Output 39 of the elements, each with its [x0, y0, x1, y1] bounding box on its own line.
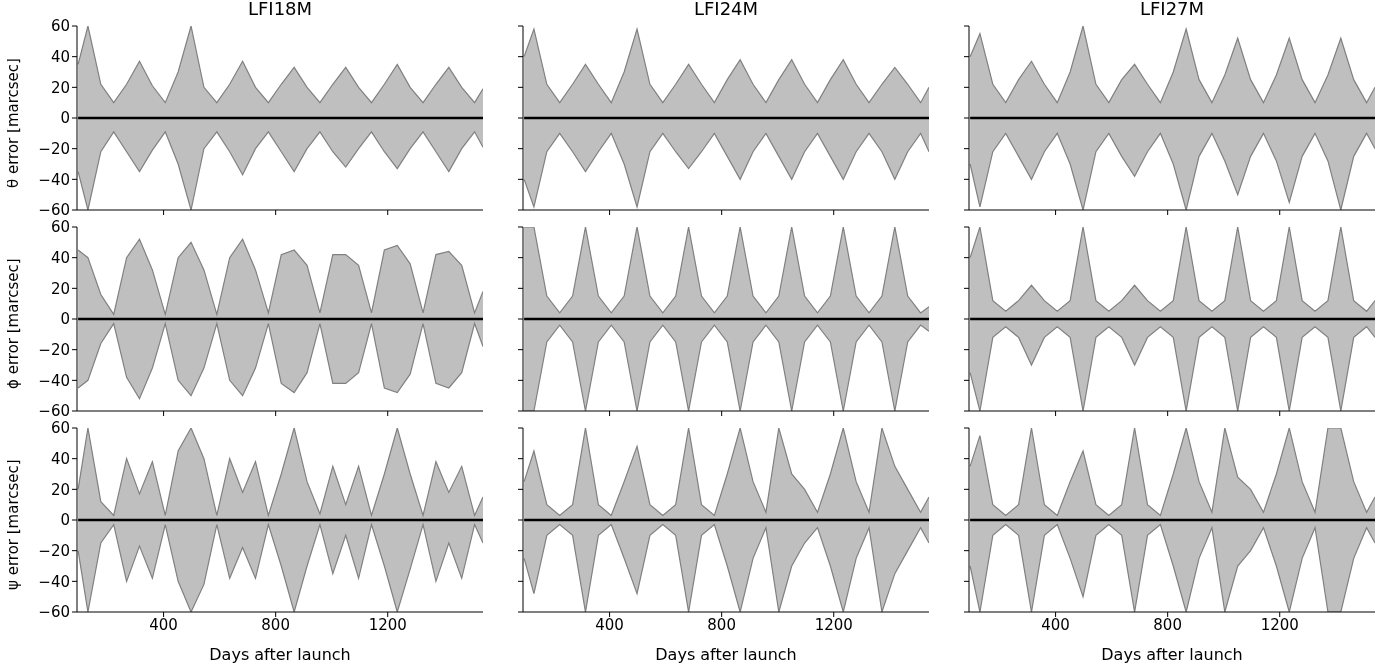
y-tick-label: −40 [38, 170, 70, 189]
y-tick-label: 40 [50, 449, 70, 468]
x-tick-label: 1200 [1260, 615, 1299, 634]
y-tick-label: 0 [60, 310, 70, 329]
y-tick-label: 40 [50, 248, 70, 267]
x-axis-title: Days after launch [209, 645, 351, 664]
y-tick-label: 60 [50, 17, 70, 36]
y-tick-label: −60 [38, 201, 70, 220]
y-axis-title: ϕ error [marcsec] [4, 258, 23, 389]
y-tick-label: −60 [38, 603, 70, 622]
x-tick-label: 400 [1041, 615, 1070, 634]
x-axis-title: Days after launch [655, 645, 797, 664]
y-tick-label: 20 [50, 78, 70, 97]
x-tick-label: 1200 [368, 615, 407, 634]
x-tick-label: 800 [707, 615, 736, 634]
y-axis-title: ψ error [marcsec] [4, 459, 23, 590]
y-tick-label: 0 [60, 511, 70, 530]
x-tick-label: 800 [261, 615, 290, 634]
y-tick-label: 20 [50, 480, 70, 499]
y-tick-label: 20 [50, 279, 70, 298]
y-tick-label: −20 [38, 541, 70, 560]
chart-title: LFI18M [246, 0, 314, 21]
y-tick-label: 0 [60, 109, 70, 128]
y-tick-label: 60 [50, 419, 70, 438]
y-tick-label: 40 [50, 47, 70, 66]
x-tick-label: 400 [149, 615, 178, 634]
y-tick-label: −40 [38, 572, 70, 591]
y-tick-label: −20 [38, 340, 70, 359]
y-tick-label: 60 [50, 218, 70, 237]
y-tick-label: −20 [38, 139, 70, 158]
x-tick-label: 1200 [814, 615, 853, 634]
y-tick-label: −40 [38, 371, 70, 390]
x-axis-title: Days after launch [1101, 645, 1243, 664]
y-tick-label: −60 [38, 402, 70, 421]
chart-title: LFI24M [692, 0, 760, 21]
y-axis-title: θ error [marcsec] [4, 58, 23, 188]
chart-title: LFI27M [1138, 0, 1206, 21]
x-tick-label: 800 [1153, 615, 1182, 634]
x-tick-label: 400 [595, 615, 624, 634]
